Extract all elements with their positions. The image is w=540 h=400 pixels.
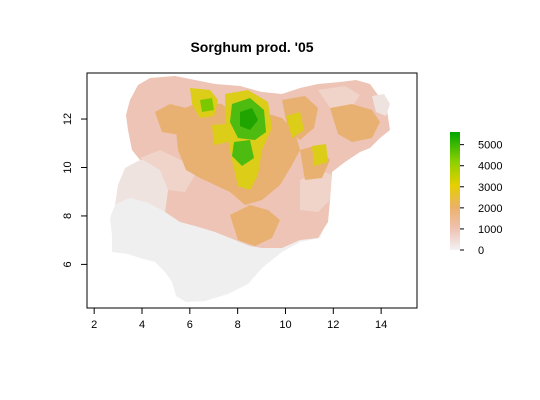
- legend-tick-label: 0: [478, 245, 484, 257]
- legend-tick-label: 3000: [478, 182, 502, 194]
- green-patch-core: [240, 108, 258, 130]
- x-tick-label: 8: [235, 319, 241, 331]
- lake-chad-area: [372, 94, 390, 116]
- light-patch-west: [140, 150, 195, 192]
- legend-ticks: 0 1000 2000 3000 4000 5000: [460, 140, 502, 257]
- southern-low-production-area: [110, 198, 325, 302]
- light-patch-east: [300, 170, 332, 212]
- light-patch-northeast: [318, 86, 360, 110]
- panel-border: [86, 72, 418, 309]
- western-light-area: [110, 158, 170, 218]
- legend-tick-label: 1000: [478, 224, 502, 236]
- map-panel: 2 4 6 8 10 12 14 6 8 10 12: [62, 72, 418, 331]
- green-patch-south-of-kano: [232, 140, 254, 166]
- orange-patch-south: [230, 205, 280, 246]
- x-tick-label: 12: [327, 319, 339, 331]
- x-axis: 2 4 6 8 10 12 14: [91, 308, 387, 331]
- yellow-patch-southeast: [312, 144, 328, 166]
- y-axis: 6 8 10 12: [62, 113, 87, 267]
- y-tick-label: 8: [62, 213, 74, 219]
- legend-tick-label: 2000: [478, 203, 502, 215]
- y-tick-label: 10: [62, 161, 74, 173]
- legend-color-bar: [450, 132, 460, 250]
- orange-patch-northwest: [155, 104, 190, 135]
- map-title: Sorghum prod. '05: [190, 39, 313, 55]
- legend-tick-label: 5000: [478, 140, 502, 152]
- x-tick-label: 10: [279, 319, 291, 331]
- green-patch-northwest: [200, 98, 214, 112]
- legend-tick-label: 4000: [478, 161, 502, 173]
- y-tick-label: 12: [62, 113, 74, 125]
- map-layer: [110, 76, 390, 302]
- yellow-patch-west: [212, 124, 228, 145]
- x-tick-label: 14: [375, 319, 387, 331]
- x-tick-label: 2: [91, 319, 97, 331]
- x-tick-label: 4: [139, 319, 145, 331]
- orange-patch-east: [330, 104, 380, 142]
- y-tick-label: 6: [62, 261, 74, 267]
- x-tick-label: 6: [187, 319, 193, 331]
- yellow-patch-east: [286, 112, 304, 138]
- legend: 0 1000 2000 3000 4000 5000: [450, 132, 502, 257]
